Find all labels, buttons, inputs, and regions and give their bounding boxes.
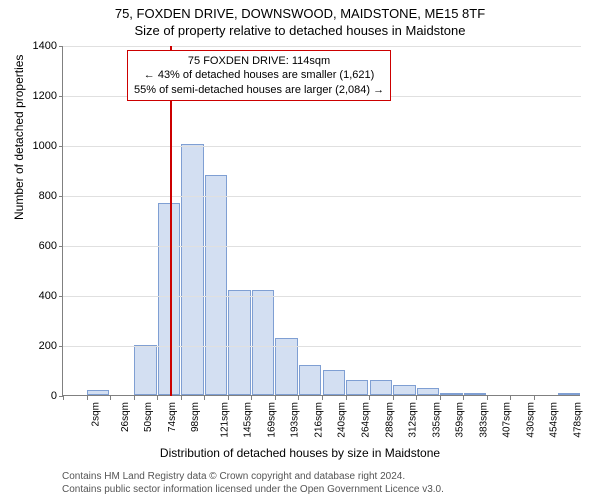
x-tick-label: 50sqm: [143, 402, 154, 432]
histogram-bar: [87, 390, 109, 395]
y-tick: [59, 196, 63, 197]
y-tick: [59, 246, 63, 247]
x-tick: [322, 396, 323, 400]
info-line-1: 75 FOXDEN DRIVE: 114sqm: [134, 54, 384, 68]
histogram-bar: [464, 393, 486, 396]
x-tick-label: 264sqm: [361, 402, 372, 438]
histogram-bar: [558, 393, 580, 396]
x-tick-label: 478sqm: [572, 402, 583, 438]
y-tick-label: 0: [51, 390, 57, 402]
x-tick-label: 312sqm: [408, 402, 419, 438]
x-tick: [463, 396, 464, 400]
x-tick: [487, 396, 488, 400]
page-subtitle: Size of property relative to detached ho…: [0, 23, 600, 38]
info-line-3: 55% of semi-detached houses are larger (…: [134, 83, 384, 97]
y-gridline: [63, 196, 581, 197]
histogram-bar: [181, 144, 203, 395]
histogram-bar: [346, 380, 368, 395]
plot-region: 02004006008001000120014002sqm26sqm50sqm7…: [62, 46, 580, 396]
y-tick-label: 1000: [33, 140, 57, 152]
y-tick-label: 600: [39, 240, 57, 252]
x-tick: [298, 396, 299, 400]
x-axis-title: Distribution of detached houses by size …: [0, 446, 600, 460]
x-tick: [440, 396, 441, 400]
x-tick-label: 454sqm: [549, 402, 560, 438]
page-title: 75, FOXDEN DRIVE, DOWNSWOOD, MAIDSTONE, …: [0, 0, 600, 21]
x-tick: [251, 396, 252, 400]
x-tick: [393, 396, 394, 400]
histogram-bar: [252, 290, 274, 395]
x-tick: [63, 396, 64, 400]
y-tick: [59, 46, 63, 47]
x-tick-label: 407sqm: [502, 402, 513, 438]
x-tick: [181, 396, 182, 400]
x-tick: [534, 396, 535, 400]
y-tick-label: 400: [39, 290, 57, 302]
histogram-bar: [370, 380, 392, 395]
footer-line-2: Contains public sector information licen…: [62, 484, 444, 497]
histogram-bar: [205, 175, 227, 395]
x-tick-label: 383sqm: [478, 402, 489, 438]
x-tick-label: 169sqm: [266, 402, 277, 438]
x-tick: [134, 396, 135, 400]
x-tick-label: 288sqm: [384, 402, 395, 438]
y-axis-title: Number of detached properties: [12, 55, 26, 220]
x-tick: [275, 396, 276, 400]
y-tick-label: 200: [39, 340, 57, 352]
footer-attribution: Contains HM Land Registry data © Crown c…: [62, 471, 444, 496]
x-tick-label: 359sqm: [455, 402, 466, 438]
y-gridline: [63, 246, 581, 247]
y-tick-label: 1200: [33, 90, 57, 102]
histogram-bar: [440, 393, 462, 396]
x-tick: [204, 396, 205, 400]
y-gridline: [63, 346, 581, 347]
x-tick: [416, 396, 417, 400]
y-gridline: [63, 146, 581, 147]
property-info-box: 75 FOXDEN DRIVE: 114sqm← 43% of detached…: [127, 50, 391, 101]
x-tick-label: 335sqm: [431, 402, 442, 438]
histogram-bar: [299, 365, 321, 395]
x-tick-label: 26sqm: [120, 402, 131, 432]
x-tick: [369, 396, 370, 400]
x-tick: [228, 396, 229, 400]
info-line-2: ← 43% of detached houses are smaller (1,…: [134, 68, 384, 82]
x-tick: [110, 396, 111, 400]
x-tick: [346, 396, 347, 400]
y-tick: [59, 96, 63, 97]
footer-line-1: Contains HM Land Registry data © Crown c…: [62, 471, 444, 484]
x-tick-label: 121sqm: [219, 402, 230, 438]
y-tick-label: 1400: [33, 40, 57, 52]
x-tick-label: 193sqm: [290, 402, 301, 438]
x-tick: [87, 396, 88, 400]
x-tick-label: 2sqm: [90, 402, 101, 426]
histogram-bar: [228, 290, 250, 395]
y-gridline: [63, 46, 581, 47]
x-tick-label: 145sqm: [243, 402, 254, 438]
histogram-bar: [393, 385, 415, 395]
x-tick-label: 74sqm: [167, 402, 178, 432]
histogram-bar: [417, 388, 439, 396]
x-tick: [157, 396, 158, 400]
x-tick-label: 240sqm: [337, 402, 348, 438]
histogram-bar: [134, 345, 156, 395]
x-tick: [510, 396, 511, 400]
histogram-bar: [158, 203, 180, 396]
x-tick-label: 430sqm: [525, 402, 536, 438]
chart-area: 02004006008001000120014002sqm26sqm50sqm7…: [62, 46, 580, 396]
y-tick: [59, 146, 63, 147]
y-tick: [59, 296, 63, 297]
histogram-bar: [323, 370, 345, 395]
y-tick-label: 800: [39, 190, 57, 202]
y-tick: [59, 346, 63, 347]
y-gridline: [63, 296, 581, 297]
x-tick-label: 216sqm: [313, 402, 324, 438]
x-tick-label: 98sqm: [190, 402, 201, 432]
